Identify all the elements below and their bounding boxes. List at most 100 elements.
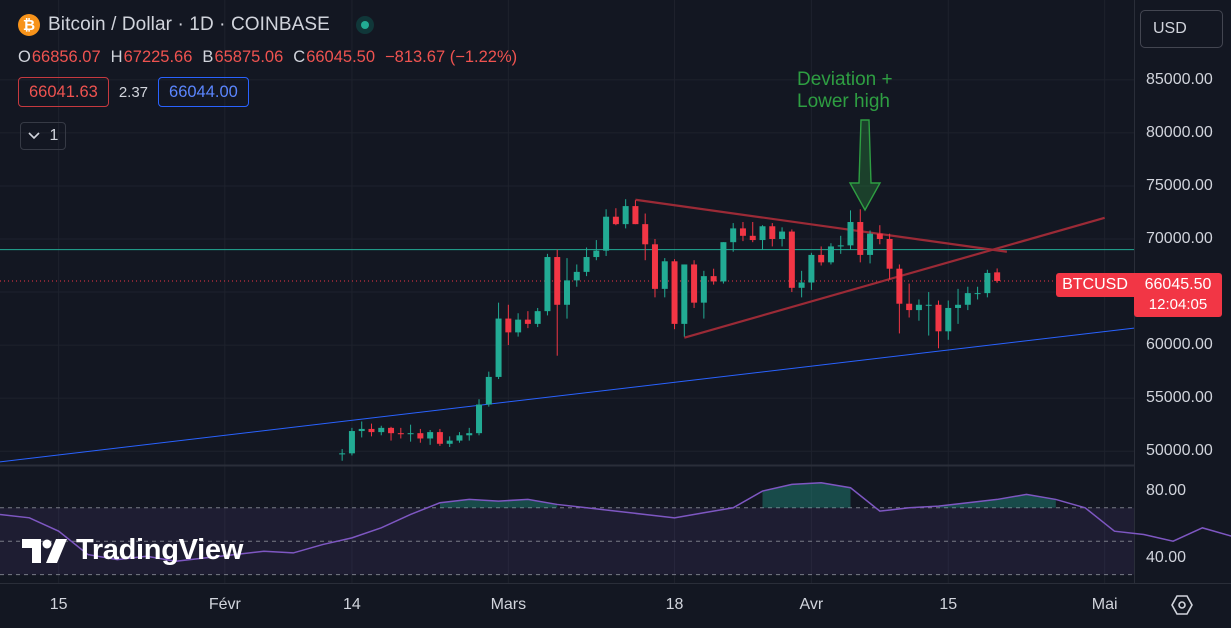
candle — [603, 209, 610, 256]
candle — [505, 304, 512, 346]
last-price-value: 66045.50 — [1144, 276, 1212, 293]
candle-body — [691, 264, 698, 303]
candle — [544, 253, 551, 316]
chart-annotation[interactable]: Deviation + Lower high — [797, 69, 893, 113]
candle — [339, 449, 346, 461]
time-tick-label: Mai — [1091, 596, 1118, 613]
candle — [456, 432, 463, 443]
candle — [915, 299, 922, 321]
candle — [739, 222, 746, 242]
down-arrow-icon — [848, 119, 882, 212]
candle — [720, 242, 727, 284]
candle-body — [485, 376, 492, 405]
rsi-pane — [0, 481, 1231, 576]
candle — [818, 246, 825, 266]
candle-body — [984, 272, 991, 294]
time-tick-label: 15 — [49, 596, 68, 613]
candle — [984, 269, 991, 298]
candle-body — [964, 293, 971, 305]
price-tick-label: 75000.00 — [1146, 176, 1213, 194]
candle — [710, 268, 717, 285]
candle — [808, 252, 815, 290]
rsi-overbought-fill — [439, 499, 558, 508]
candle-body — [505, 318, 512, 333]
candle — [955, 288, 962, 324]
symbol-badge-label: BTCUSD — [1062, 276, 1128, 293]
time-tick-label: Mars — [490, 596, 527, 613]
candle — [368, 423, 375, 437]
candle — [798, 270, 805, 298]
candle — [524, 311, 531, 329]
order-buttons: 66041.63 2.37 66044.00 — [18, 77, 249, 107]
price-tick-label: 85000.00 — [1146, 70, 1213, 88]
candle-body — [564, 280, 570, 305]
candle-body — [700, 276, 707, 303]
candle — [642, 213, 649, 261]
candle-body — [955, 304, 962, 308]
candle-body — [554, 257, 561, 305]
candle-body — [945, 307, 952, 332]
candle-body — [827, 246, 834, 263]
candle-body — [583, 257, 590, 272]
candle — [974, 286, 981, 300]
collapse-indicators-button[interactable]: 1 — [20, 122, 66, 150]
market-open-icon — [355, 16, 374, 34]
price-tick-label: 80000.00 — [1146, 123, 1213, 141]
candle — [769, 223, 776, 247]
tradingview-logo-icon — [22, 538, 67, 563]
candle-body — [368, 428, 375, 433]
candle-body — [720, 242, 727, 282]
candle — [691, 260, 698, 308]
sell-price-button[interactable]: 66041.63 — [18, 77, 109, 107]
candle-body — [925, 304, 932, 306]
close-value: 66045.50 — [306, 48, 376, 66]
drawn-trendlines — [0, 198, 1135, 463]
candle-body — [759, 226, 766, 241]
candle-body — [446, 440, 453, 444]
candle — [876, 225, 883, 245]
symbol-title[interactable]: Bitcoin / Dollar · 1D · COINBASE — [48, 14, 330, 35]
candle-body — [544, 257, 551, 312]
tradingview-logo[interactable]: TradingView — [22, 534, 243, 567]
candle-body — [661, 261, 668, 289]
candle — [661, 258, 668, 298]
candle — [417, 428, 424, 443]
chart-settings-button[interactable] — [1170, 593, 1194, 617]
currency-selector[interactable]: USD — [1140, 10, 1223, 48]
symbol-legend[interactable]: ₿ Bitcoin / Dollar · 1D · COINBASE — [18, 14, 374, 36]
candle-body — [573, 271, 580, 281]
price-tick-label: 60000.00 — [1146, 336, 1213, 354]
candle — [612, 208, 619, 226]
spread-value: 2.37 — [118, 83, 149, 101]
time-tick-label: 18 — [665, 596, 684, 613]
last-price-badge: 66045.50 12:04:05 — [1134, 273, 1222, 317]
candle-body — [837, 245, 844, 247]
buy-price-button[interactable]: 66044.00 — [158, 77, 249, 107]
rsi-tick-label: 80.00 — [1146, 482, 1187, 500]
annotation-line-2: Lower high — [797, 91, 890, 112]
candle-body — [886, 238, 893, 269]
rsi-line — [0, 481, 1231, 563]
candle — [857, 209, 864, 263]
candle — [925, 292, 932, 336]
candle-body — [603, 216, 610, 251]
price-tick-label: 50000.00 — [1146, 442, 1213, 460]
candle-body — [994, 272, 1001, 281]
candle — [427, 429, 434, 445]
candle — [935, 300, 942, 349]
candle-body — [710, 276, 717, 282]
trendline-upper-red — [635, 198, 1008, 253]
candle-body — [339, 453, 346, 455]
candle-body — [671, 261, 678, 324]
indicator-count: 1 — [49, 127, 59, 144]
candle — [827, 243, 834, 265]
candle-body — [397, 433, 404, 435]
candle — [515, 313, 522, 337]
price-tick-label: 55000.00 — [1146, 389, 1213, 407]
candle-body — [456, 435, 463, 441]
currency-label: USD — [1153, 20, 1187, 37]
candle-body — [612, 216, 619, 225]
candle-body — [867, 233, 874, 255]
candle-body — [593, 250, 600, 258]
